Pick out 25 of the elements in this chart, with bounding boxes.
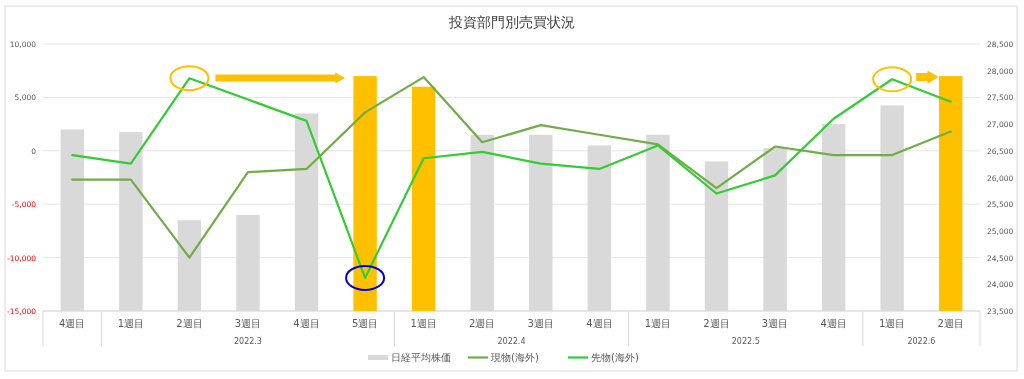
legend-label: 先物(海外) xyxy=(591,352,639,363)
x-tick-label: 2週目 xyxy=(176,318,203,329)
x-tick-label: 4週目 xyxy=(293,318,320,329)
x-tick-label: 1週目 xyxy=(878,318,906,329)
x-tick-label: 2週目 xyxy=(469,318,496,329)
x-tick-label: 3週目 xyxy=(527,318,554,329)
text: 2022.3 xyxy=(233,337,262,346)
x-tick-label: 4週目 xyxy=(820,318,847,329)
x-tick-label: 1週目 xyxy=(410,318,437,329)
line-series xyxy=(71,76,952,259)
x-tick-label: 2週目 xyxy=(937,318,964,329)
x-tick-label: 1週目 xyxy=(644,318,672,329)
text: 2022.4 xyxy=(497,337,526,346)
text: 2022.5 xyxy=(731,337,760,346)
text: 2022.6 xyxy=(907,337,936,346)
legend-label: 現物(海外) xyxy=(491,352,539,363)
x-tick-label: 2週目 xyxy=(703,318,730,329)
x-tick-label: 3週目 xyxy=(234,318,262,329)
x-tick-label: 4週目 xyxy=(586,318,613,329)
x-tick-label: 3週目 xyxy=(761,318,789,329)
chart-title: 投資部門別売買状況 xyxy=(448,14,575,30)
x-tick-label: 1週目 xyxy=(117,318,145,329)
x-tick-label: 4週目 xyxy=(59,318,86,329)
legend-label: 日経平均株価 xyxy=(391,352,451,363)
x-tick-label: 5週目 xyxy=(351,318,379,329)
